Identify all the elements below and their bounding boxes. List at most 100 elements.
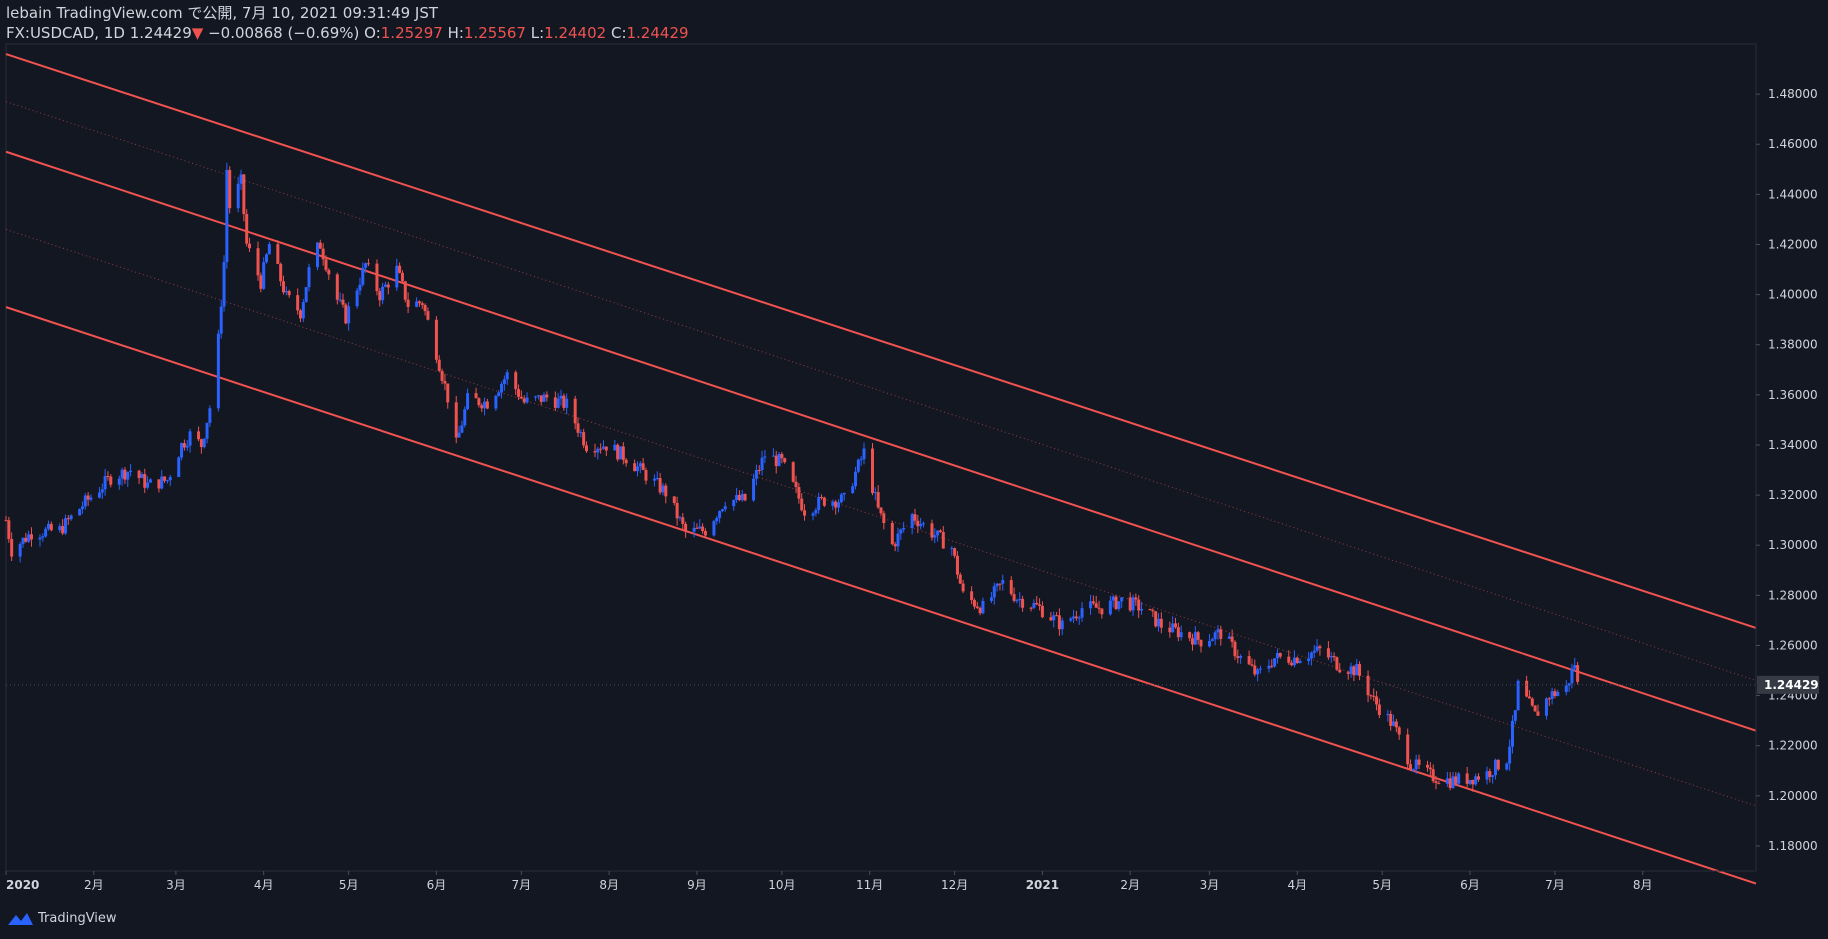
candle[interactable] bbox=[970, 591, 974, 601]
candle[interactable] bbox=[1159, 618, 1163, 628]
candle[interactable] bbox=[1193, 632, 1197, 645]
candle[interactable] bbox=[992, 586, 996, 598]
candle[interactable] bbox=[1476, 776, 1480, 780]
candle[interactable] bbox=[165, 480, 169, 482]
candle[interactable] bbox=[344, 304, 348, 324]
candle[interactable] bbox=[661, 485, 665, 493]
candle[interactable] bbox=[83, 495, 87, 507]
candle[interactable] bbox=[1414, 759, 1418, 770]
candle[interactable] bbox=[199, 439, 203, 448]
candle[interactable] bbox=[1012, 594, 1016, 601]
candle[interactable] bbox=[1417, 759, 1421, 765]
candle[interactable] bbox=[1536, 711, 1540, 716]
candle[interactable] bbox=[1134, 597, 1138, 600]
candle[interactable] bbox=[18, 544, 22, 557]
candle[interactable] bbox=[1307, 658, 1311, 661]
candle[interactable] bbox=[1556, 691, 1560, 696]
candle[interactable] bbox=[1137, 599, 1141, 611]
candle[interactable] bbox=[621, 446, 625, 460]
candle[interactable] bbox=[1576, 665, 1580, 682]
candle[interactable] bbox=[582, 432, 586, 446]
candle[interactable] bbox=[341, 299, 345, 305]
candle[interactable] bbox=[1332, 656, 1336, 658]
candle[interactable] bbox=[638, 463, 642, 467]
candle[interactable] bbox=[955, 555, 959, 575]
candle[interactable] bbox=[890, 522, 894, 545]
candle[interactable] bbox=[822, 497, 826, 506]
symbol-label[interactable]: FX:USDCAD, 1D bbox=[6, 24, 125, 42]
candle[interactable] bbox=[1114, 596, 1118, 609]
candle[interactable] bbox=[1366, 675, 1370, 696]
candle[interactable] bbox=[1080, 608, 1084, 618]
candle[interactable] bbox=[366, 263, 370, 265]
candle[interactable] bbox=[910, 514, 914, 528]
candle[interactable] bbox=[1573, 665, 1577, 669]
candle[interactable] bbox=[477, 398, 481, 406]
candle[interactable] bbox=[1239, 656, 1243, 658]
candle[interactable] bbox=[1100, 608, 1104, 615]
candle[interactable] bbox=[698, 526, 702, 529]
candle[interactable] bbox=[41, 536, 45, 538]
candle[interactable] bbox=[129, 470, 133, 472]
candle[interactable] bbox=[177, 457, 181, 478]
channel-line-upper-mid[interactable] bbox=[5, 101, 1757, 682]
candle[interactable] bbox=[358, 284, 362, 291]
candle[interactable] bbox=[1207, 641, 1211, 647]
candle[interactable] bbox=[1434, 781, 1438, 784]
candle[interactable] bbox=[803, 510, 807, 516]
candle[interactable] bbox=[754, 469, 758, 479]
candle[interactable] bbox=[1326, 648, 1330, 658]
candle[interactable] bbox=[420, 303, 424, 305]
candle[interactable] bbox=[466, 393, 470, 410]
candle[interactable] bbox=[1091, 601, 1095, 604]
candle[interactable] bbox=[879, 507, 883, 514]
candle[interactable] bbox=[1256, 669, 1260, 675]
candle[interactable] bbox=[1188, 632, 1192, 639]
candle[interactable] bbox=[1273, 658, 1277, 667]
candle[interactable] bbox=[1236, 656, 1240, 658]
candle[interactable] bbox=[1468, 779, 1472, 784]
candle[interactable] bbox=[684, 523, 688, 532]
candle[interactable] bbox=[1213, 632, 1217, 640]
candle[interactable] bbox=[737, 494, 741, 501]
candle[interactable] bbox=[641, 463, 645, 471]
candle[interactable] bbox=[1077, 617, 1081, 619]
candle[interactable] bbox=[1057, 615, 1061, 630]
candle[interactable] bbox=[876, 492, 880, 508]
candle[interactable] bbox=[437, 359, 441, 371]
candle[interactable] bbox=[480, 405, 484, 409]
candle[interactable] bbox=[259, 275, 263, 289]
candle[interactable] bbox=[315, 242, 319, 268]
candle[interactable] bbox=[1493, 759, 1497, 776]
candle[interactable] bbox=[593, 451, 597, 453]
candle[interactable] bbox=[228, 169, 232, 209]
candle[interactable] bbox=[284, 290, 288, 293]
candle[interactable] bbox=[559, 395, 563, 399]
candle[interactable] bbox=[10, 539, 14, 557]
candle[interactable] bbox=[882, 513, 886, 523]
candle[interactable] bbox=[1544, 698, 1548, 716]
candle[interactable] bbox=[1292, 657, 1296, 666]
candle[interactable] bbox=[1386, 713, 1390, 716]
candle[interactable] bbox=[78, 508, 82, 516]
candle[interactable] bbox=[701, 526, 705, 531]
candle[interactable] bbox=[225, 169, 229, 263]
candle[interactable] bbox=[446, 383, 450, 403]
candle[interactable] bbox=[618, 446, 622, 460]
candle[interactable] bbox=[485, 401, 489, 409]
candle[interactable] bbox=[256, 248, 260, 276]
candle[interactable] bbox=[1108, 600, 1112, 615]
candles[interactable] bbox=[4, 162, 1580, 792]
candle[interactable] bbox=[995, 583, 999, 587]
candle[interactable] bbox=[791, 462, 795, 482]
candle[interactable] bbox=[899, 529, 903, 534]
candle[interactable] bbox=[1564, 685, 1568, 692]
candle[interactable] bbox=[777, 453, 781, 467]
candle[interactable] bbox=[216, 333, 220, 409]
candle[interactable] bbox=[871, 448, 875, 494]
candle[interactable] bbox=[222, 262, 226, 307]
candle[interactable] bbox=[837, 502, 841, 508]
candle[interactable] bbox=[1117, 601, 1121, 609]
candle[interactable] bbox=[298, 310, 302, 319]
candle[interactable] bbox=[817, 496, 821, 511]
